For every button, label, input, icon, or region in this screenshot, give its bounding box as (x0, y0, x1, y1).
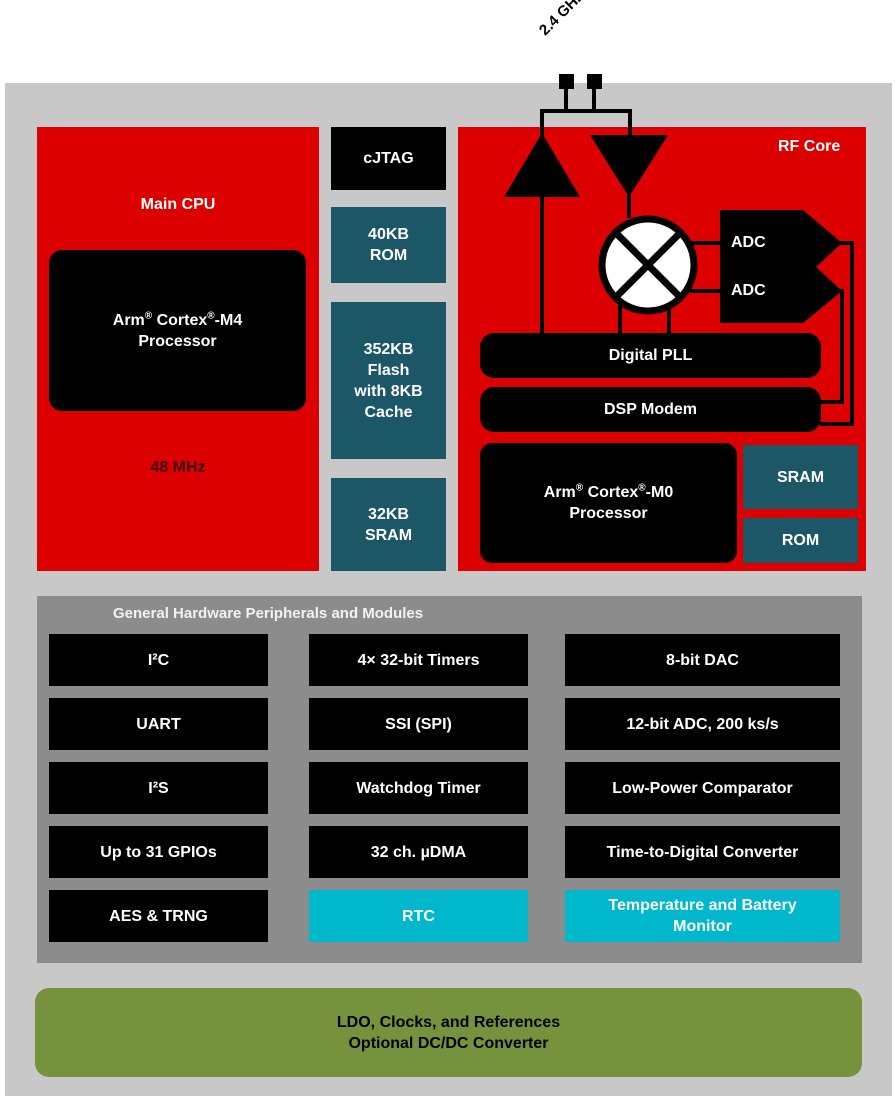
peripheral-block: 4× 32-bit Timers (309, 634, 528, 686)
peripheral-block: 12-bit ADC, 200 ks/s (565, 698, 840, 750)
adc1-dsp-line (820, 241, 854, 426)
cortex-m4-processor: Arm® Cortex®-M4 Processor (49, 250, 306, 411)
rf-sram-block: SRAM (743, 445, 858, 509)
cortex-m0-label: Arm® Cortex®-M0 (543, 482, 674, 501)
rf-core-title: RF Core (778, 138, 841, 155)
peripheral-block: Up to 31 GPIOs (49, 826, 268, 878)
peripheral-block: SSI (SPI) (309, 698, 528, 750)
sram-size: 32KB (368, 505, 409, 523)
sram-block: 32KB SRAM (331, 478, 446, 571)
peripherals-title: General Hardware Peripherals and Modules (113, 605, 424, 622)
peripheral-block: 32 ch. µDMA (309, 826, 528, 878)
cortex-m0-processor-label: Processor (569, 505, 648, 522)
rom-size: 40KB (368, 226, 409, 243)
peripheral-block: I²S (49, 762, 268, 814)
peripheral-block: Watchdog Timer (309, 762, 528, 814)
adc-block-shape (720, 210, 842, 323)
peripheral-block: AES & TRNG (49, 890, 268, 942)
antenna-feed-line (540, 109, 632, 137)
peripheral-block: I²C (49, 634, 268, 686)
power-line-1: LDO, Clocks, and References (336, 1013, 561, 1031)
rom-block: 40KB ROM (331, 207, 446, 283)
peripheral-block: Low-Power Comparator (565, 762, 840, 814)
flash-size: 352KB (363, 340, 414, 358)
peripheral-block: Time-to-Digital Converter (565, 826, 840, 878)
main-cpu-frequency: 48 MHz (150, 458, 206, 476)
adc2-dsp-line (820, 289, 844, 404)
flash-label: Flash (367, 361, 410, 379)
low-noise-amplifier-icon (590, 135, 668, 197)
peripheral-block: UART (49, 698, 268, 750)
cortex-m4-processor-label: Processor (138, 332, 217, 350)
adc-2-label: ADC (731, 282, 766, 299)
main-cpu-title: Main CPU (140, 195, 216, 213)
rom-label: ROM (369, 247, 408, 264)
antenna-port-1 (559, 74, 574, 89)
sram-label: SRAM (364, 526, 413, 544)
peripheral-block: 8-bit DAC (565, 634, 840, 686)
flash-cache-label-2: Cache (364, 403, 413, 421)
cortex-m0-processor: Arm® Cortex®-M0 Processor (480, 443, 737, 563)
power-management-block: LDO, Clocks, and References Optional DC/… (35, 988, 862, 1077)
cjtag-block: cJTAG (331, 127, 446, 190)
flash-cache-label: with 8KB (354, 382, 423, 400)
flash-block: 352KB Flash with 8KB Cache (331, 302, 446, 459)
adc-1-label: ADC (731, 234, 766, 251)
dsp-modem-block: DSP Modem (480, 387, 821, 432)
digital-pll-block: Digital PLL (480, 333, 821, 378)
peripheral-block: Temperature and Battery Monitor (565, 890, 840, 942)
rf-rom-block: ROM (743, 518, 858, 563)
power-line-2: Optional DC/DC Converter (348, 1034, 549, 1052)
power-amplifier-icon (504, 133, 580, 197)
peripheral-block: RTC (309, 890, 528, 942)
cortex-m4-label: Arm® Cortex®-M4 (112, 310, 243, 329)
antenna-port-2 (587, 74, 602, 89)
